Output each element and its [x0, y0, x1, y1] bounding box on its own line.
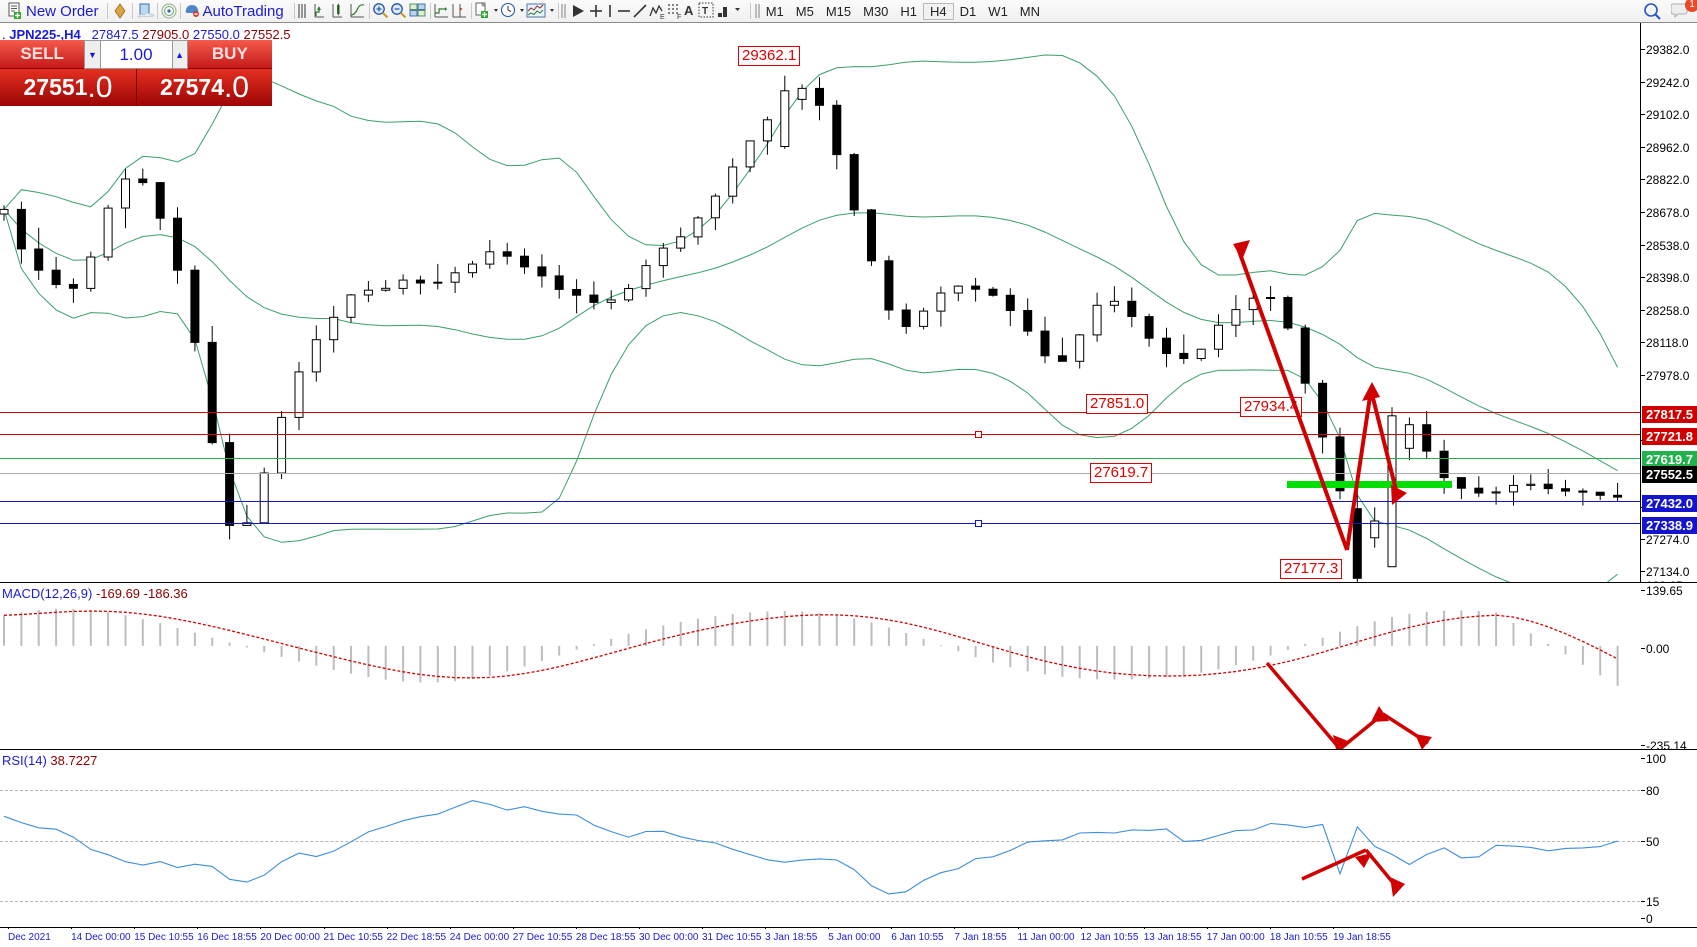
- svg-text:T: T: [702, 6, 708, 17]
- svg-text:A: A: [684, 3, 694, 18]
- svg-text:E: E: [660, 14, 665, 20]
- svg-text:F: F: [677, 14, 681, 20]
